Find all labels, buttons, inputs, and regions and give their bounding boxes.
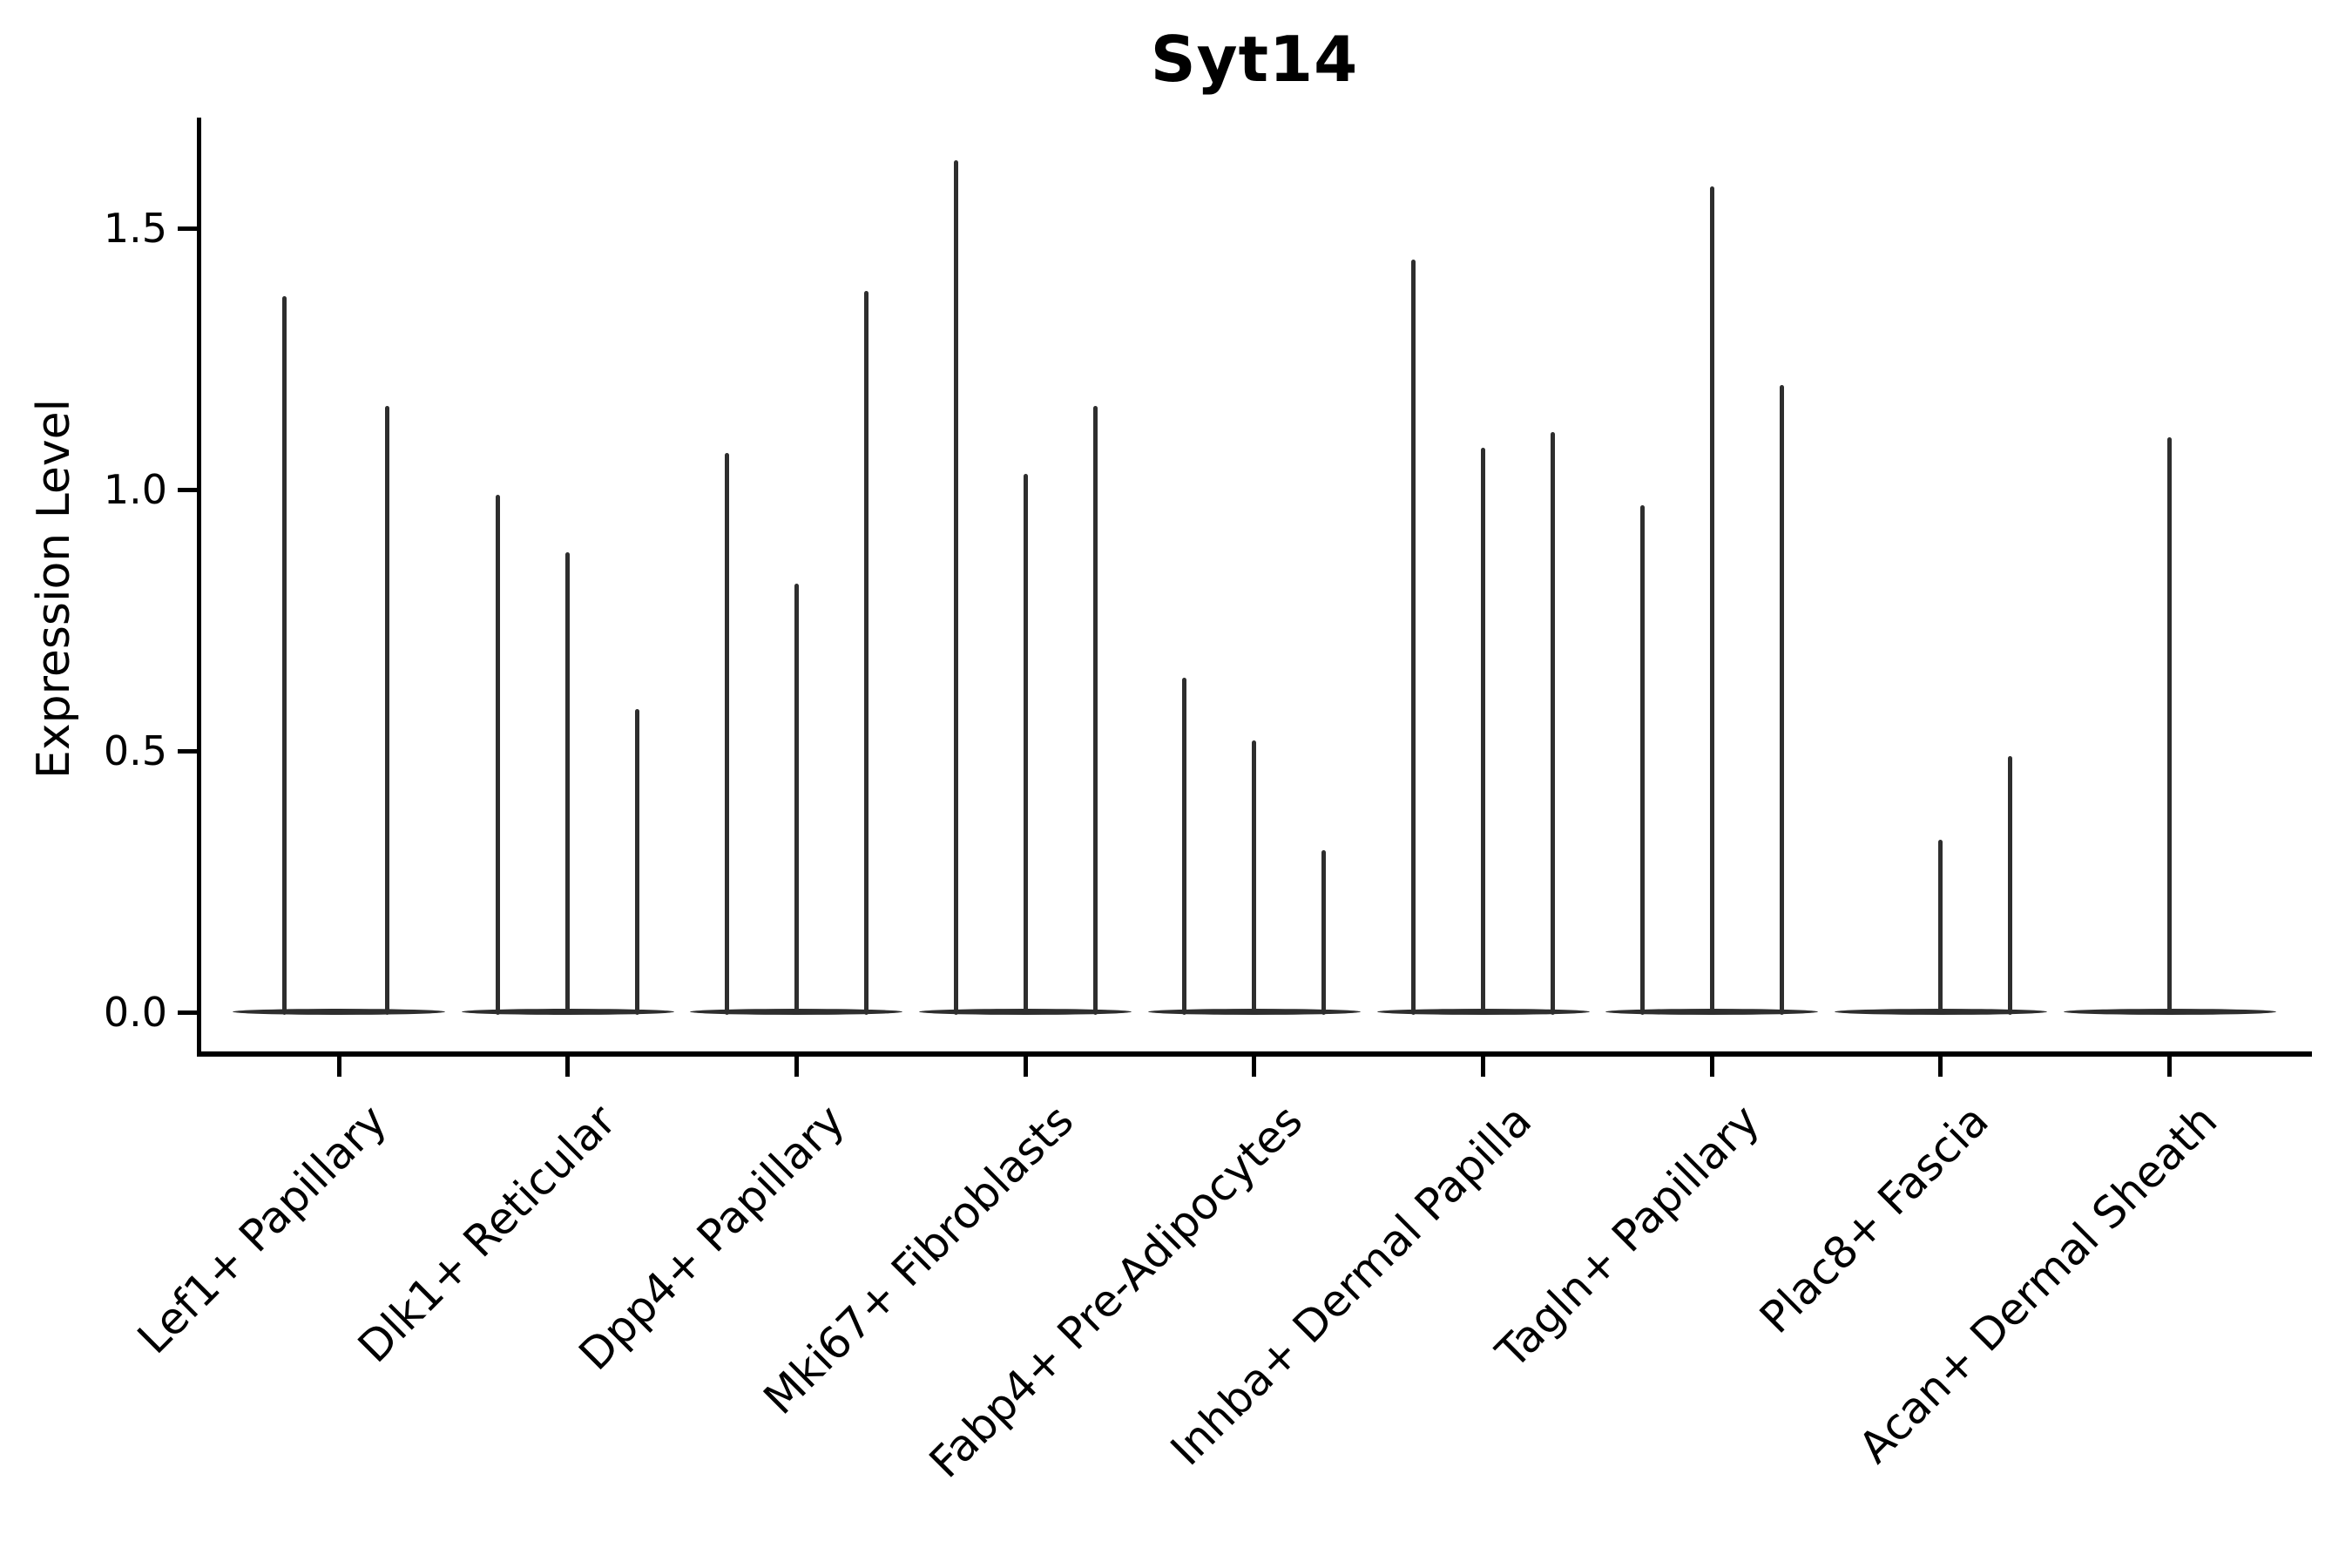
violin-line — [794, 584, 799, 1015]
violin-line — [1639, 505, 1645, 1015]
violin-line — [1411, 260, 1416, 1015]
x-tick-label: Lef1+ Papillary — [128, 1095, 397, 1364]
violin-line — [2008, 756, 2013, 1015]
y-tick — [178, 487, 198, 492]
violin-line — [953, 160, 958, 1015]
y-tick — [178, 748, 198, 754]
plot-title: Syt14 — [1150, 23, 1359, 96]
y-tick-label: 0.0 — [103, 989, 167, 1036]
violin-line — [1481, 448, 1485, 1015]
x-tick-label: Dlk1+ Reticular — [348, 1095, 625, 1373]
y-tick-label: 1.5 — [103, 205, 167, 252]
violin-line — [1023, 474, 1028, 1015]
violin-line — [724, 453, 729, 1015]
violin-line — [1709, 186, 1714, 1015]
violin-line — [1321, 850, 1327, 1015]
x-tick — [1252, 1054, 1257, 1077]
violin-body — [233, 1009, 445, 1015]
x-tick — [1938, 1054, 1943, 1077]
violin-line — [863, 291, 868, 1015]
x-tick — [794, 1054, 799, 1077]
y-axis-title: Expression Level — [28, 398, 80, 780]
x-tick-label: Plac8+ Fascia — [1750, 1095, 1999, 1343]
violin-line — [281, 296, 287, 1015]
x-tick — [565, 1054, 571, 1077]
y-tick — [178, 226, 198, 231]
x-tick — [336, 1054, 341, 1077]
violin-line — [1779, 385, 1784, 1015]
violin-line — [1182, 678, 1187, 1015]
violin-line — [635, 709, 640, 1015]
violin-line — [2167, 437, 2173, 1015]
violin-line — [565, 552, 571, 1015]
violin-line — [1551, 432, 1555, 1015]
y-tick-label: 0.5 — [103, 727, 167, 774]
violin-line — [1938, 840, 1943, 1015]
x-tick — [2167, 1054, 2173, 1077]
violin-line — [1252, 740, 1257, 1015]
violin-line — [384, 406, 389, 1015]
violin-line — [1092, 406, 1098, 1015]
y-tick-label: 1.0 — [103, 466, 167, 513]
x-tick — [1023, 1054, 1028, 1077]
x-tick — [1481, 1054, 1485, 1077]
y-axis-spine — [197, 118, 201, 1057]
y-tick — [178, 1010, 198, 1015]
x-tick-label: Fabp4+ Pre-Adipocytes — [919, 1095, 1312, 1488]
x-tick — [1709, 1054, 1714, 1077]
violin-line — [496, 495, 501, 1015]
